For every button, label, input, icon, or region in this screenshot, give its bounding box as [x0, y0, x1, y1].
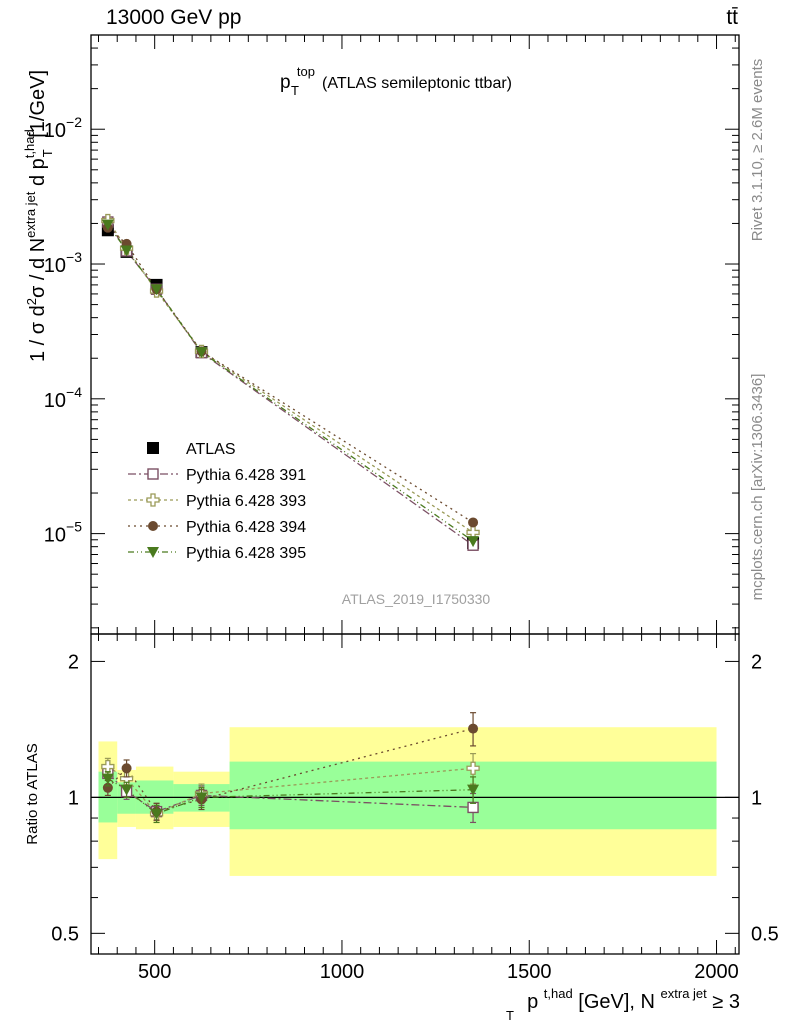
main-title: p top T (ATLAS semileptonic ttbar): [280, 60, 512, 100]
mcplots-label: mcplots.cern.ch [arXiv:1306.3436]: [749, 374, 766, 601]
main-point-pythia-6-428-395: [195, 347, 208, 359]
ratio-point-pythia-6-428-393: [101, 759, 115, 774]
main-y-tick-label: 10−4: [44, 384, 82, 412]
legend-label-atlas: ATLAS: [186, 441, 236, 458]
ratio-y-tick-label-left: 0.5: [51, 923, 79, 945]
xlabel-sub: T: [506, 1008, 514, 1023]
title-sub: T: [291, 83, 299, 98]
main-y-tick-label: 10−3: [44, 249, 82, 277]
xlabel-end: ≥ 3: [712, 991, 740, 1013]
title-rest: (ATLAS semileptonic ttbar): [322, 75, 512, 92]
main-point-pythia-6-428-395: [150, 284, 163, 296]
title-sup: top: [297, 64, 315, 79]
ratio-line-pythia-6-428-391: [107, 772, 474, 813]
x-tick-label: 1000: [320, 961, 365, 983]
ratio-panel: 0.5 0.5 1 1 2 2 500 1000 1500 2000 Ratio to ATLA…: [24, 35, 779, 1023]
header-left: 13000 GeV pp: [106, 6, 241, 29]
watermark: ATLAS_2019_I1750330: [342, 591, 491, 607]
ratio-frame: [90, 633, 740, 955]
legend-label-pythia-6-428-393: Pythia 6.428 393: [186, 493, 306, 510]
x-tick-label: 500: [138, 961, 171, 983]
title-p: p: [280, 72, 291, 93]
ratio-y-tick-label-right: 2: [751, 651, 762, 673]
ratio-y-tick-label-right: 0.5: [751, 923, 779, 945]
xlabel-rest: [GeV], N: [578, 991, 655, 1013]
x-tick-label: 2000: [694, 961, 739, 983]
main-series-markers: [101, 213, 480, 551]
main-line-pythia-6-428-393: [107, 220, 474, 534]
main-y-ticks: 10−2 10−3 10−4 10−5: [44, 34, 739, 629]
ratio-point-pythia-6-428-395: [195, 792, 208, 804]
ratio-point-pythia-6-428-395: [120, 784, 133, 796]
ratio-y-tick-label-right: 1: [751, 787, 762, 809]
legend-marker-pythia-6-428-391: [147, 468, 159, 480]
ratio-point-pythia-6-428-394: [121, 763, 132, 774]
rivet-label: Rivet 3.1.10, ≥ 2.6M events: [749, 59, 766, 242]
main-panel: 10−2 10−3 10−4 10−5 p top T (ATLAS semilept…: [22, 34, 740, 635]
ratio-y-tick-label-left: 2: [68, 651, 79, 673]
x-ticks: 500 1000 1500 2000: [97, 35, 739, 983]
main-ylabel: 1 / σ d2σ / d Nextra jet d pt,had T [1/Ge…: [22, 70, 55, 362]
main-point-pythia-6-428-395: [467, 536, 480, 548]
main-y-tick-label: 10−5: [44, 519, 82, 547]
main-point-pythia-6-428-394: [468, 517, 479, 528]
ratio-ylabel: Ratio to ATLAS: [24, 743, 41, 844]
header-right: tt̄: [726, 6, 738, 29]
ratio-point-pythia-6-428-395: [101, 773, 114, 785]
main-point-pythia-6-428-395: [120, 245, 133, 257]
xlabel-sup: t,had: [544, 986, 573, 1001]
ratio-point-pythia-6-428-393: [466, 761, 480, 775]
ratio-point-pythia-6-428-395: [467, 784, 480, 796]
ratio-y-ticks: 0.5 0.5 1 1 2 2: [51, 651, 779, 945]
legend: ATLAS Pythia 6.428 391 Pythia 6.428 393 Pyt…: [128, 441, 306, 562]
ratio-point-pythia-6-428-395: [150, 808, 163, 820]
legend-marker-pythia-6-428-395: [147, 547, 159, 558]
legend-marker-pythia-6-428-394: [148, 521, 158, 531]
legend-label-pythia-6-428-394: Pythia 6.428 394: [186, 519, 306, 536]
x-tick-label: 1500: [507, 961, 552, 983]
main-y-tick-label: 10−2: [44, 114, 82, 142]
ratio-series-markers: [101, 712, 480, 824]
legend-label-pythia-6-428-391: Pythia 6.428 391: [186, 467, 306, 484]
ratio-point-pythia-6-428-394: [102, 782, 113, 793]
main-line-pythia-6-428-395: [107, 224, 474, 542]
ratio-point-pythia-6-428-394: [468, 723, 479, 734]
legend-label-pythia-6-428-395: Pythia 6.428 395: [186, 545, 306, 562]
x-axis-label: p t,had [GeV], N extra jet ≥ 3: [527, 981, 740, 1013]
main-point-pythia-6-428-395: [101, 219, 114, 231]
legend-marker-atlas: [147, 442, 159, 454]
xlabel-p: p: [527, 991, 538, 1013]
ratio-y-tick-label-left: 1: [68, 787, 79, 809]
legend-marker-pythia-6-428-393: [146, 493, 160, 507]
xlabel-sup2: extra jet: [661, 986, 708, 1001]
